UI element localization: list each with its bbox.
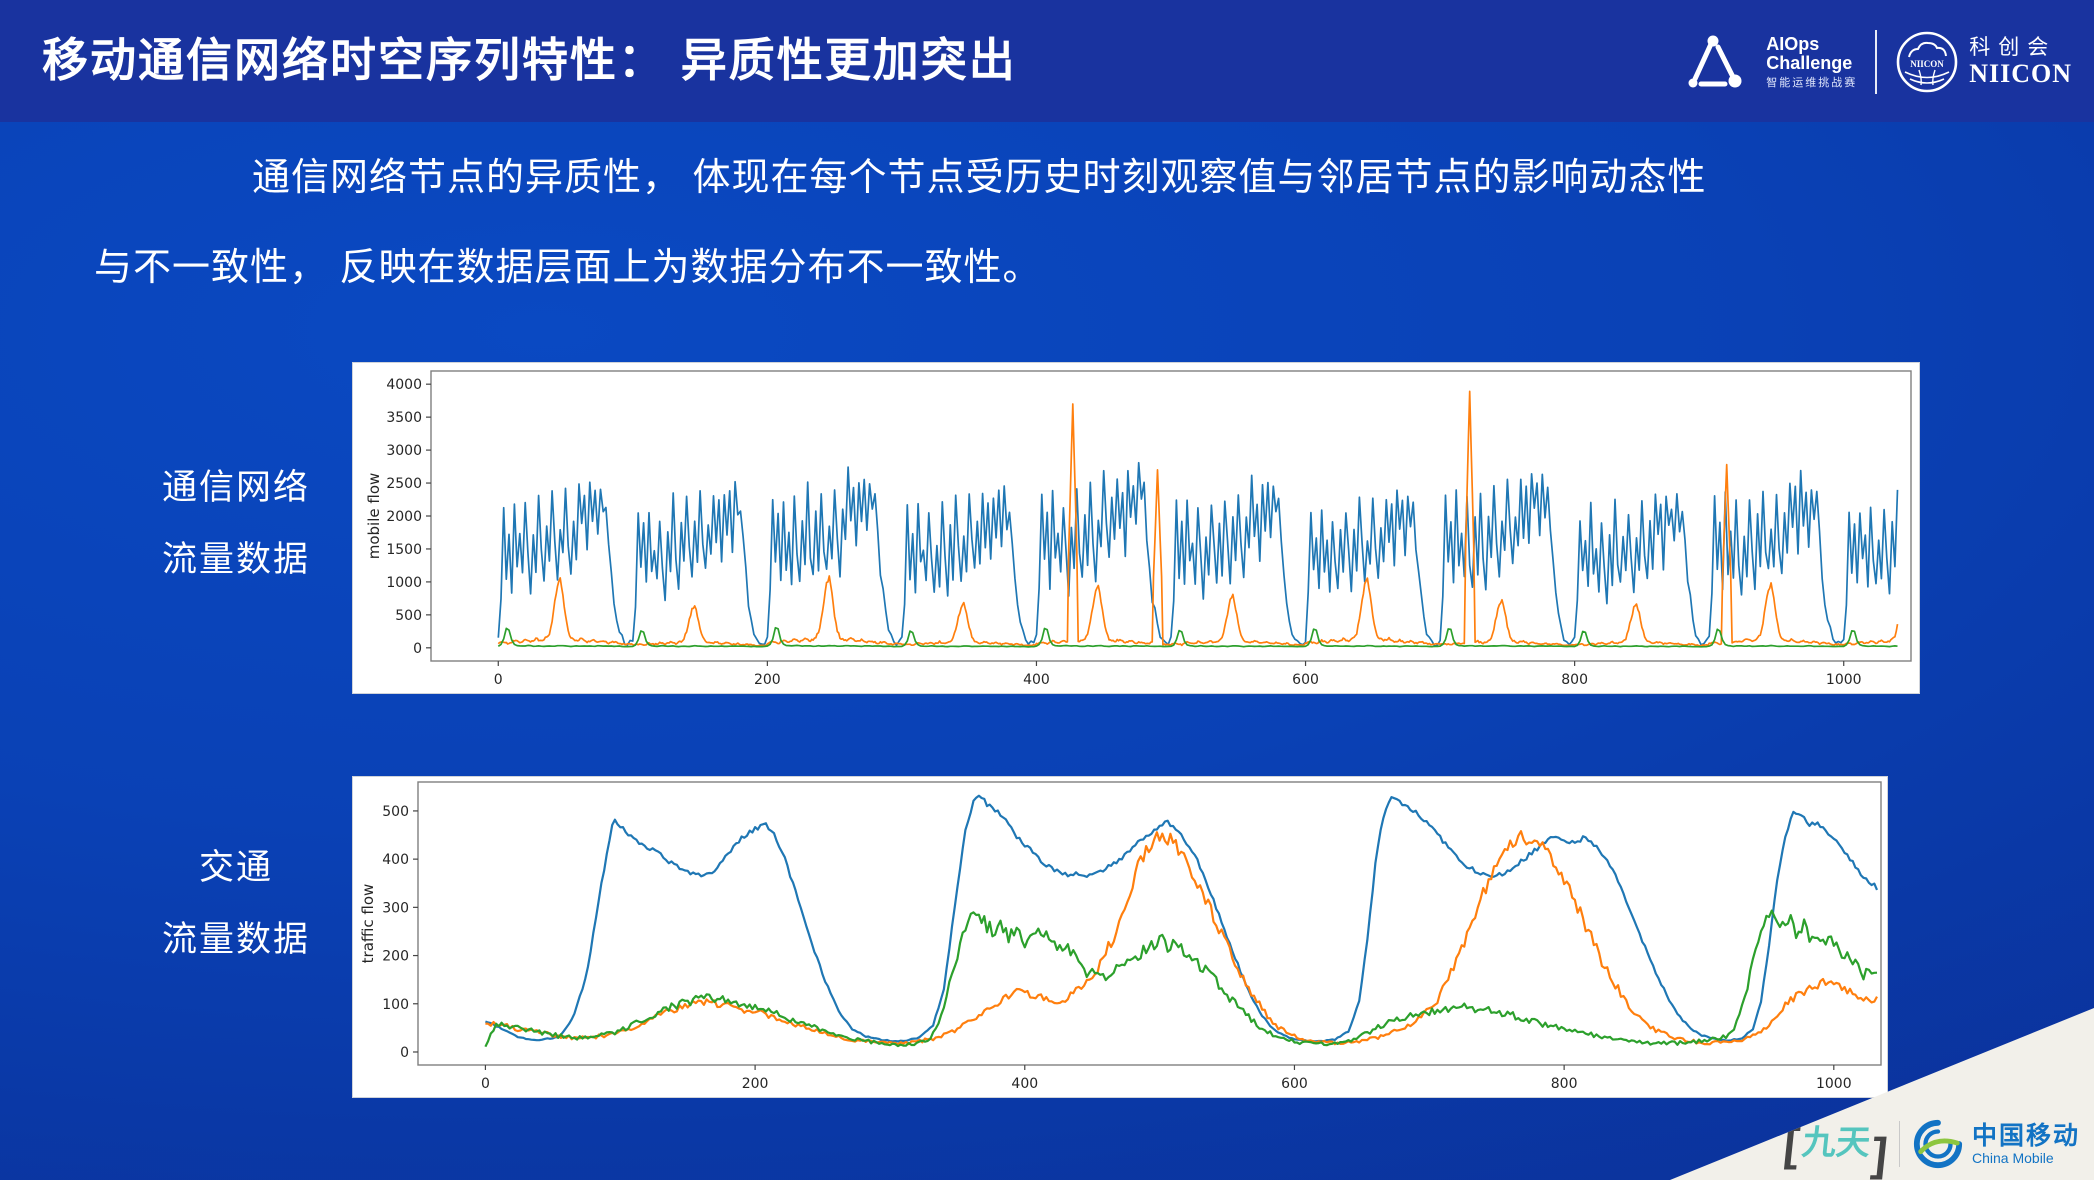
niicon-cn: 科创会: [1969, 34, 2057, 59]
svg-text:mobile flow: mobile flow: [365, 473, 383, 560]
aiops-subtitle: 智能运维挑战赛: [1766, 76, 1858, 89]
svg-text:600: 600: [1292, 672, 1319, 688]
traffic-flow-chart-panel: 0 200 400 600 800 1000 0 100 200 300 400 500 traffic…: [352, 776, 1888, 1098]
svg-text:0: 0: [494, 672, 503, 688]
china-mobile-en: China Mobile: [1971, 1149, 2054, 1166]
svg-text:400: 400: [1023, 672, 1050, 688]
label-mobile-network: 通信网络 流量数据: [102, 452, 370, 596]
mobile-flow-chart: 0 200 400 600 800 1000 0 500 1000 1500 2000 2500 300…: [365, 370, 1912, 688]
svg-text:2500: 2500: [386, 476, 422, 492]
svg-text:3500: 3500: [386, 410, 422, 426]
china-mobile-cn: 中国移动: [1971, 1121, 2080, 1150]
svg-text:0: 0: [413, 641, 422, 657]
svg-text:200: 200: [382, 949, 409, 965]
header-logos: AIOps Challenge 智能运维挑战赛 NIICON 科创会 NIICO…: [1682, 16, 2072, 108]
intro-line-2: 与不一致性， 反映在数据层面上为数据分布不一致性。: [94, 247, 1042, 289]
aiops-line2: Challenge: [1766, 53, 1853, 74]
svg-text:500: 500: [382, 804, 409, 820]
svg-text:1000: 1000: [386, 575, 422, 591]
china-mobile-logo-icon: [1913, 1119, 1963, 1169]
svg-text:4000: 4000: [386, 377, 422, 393]
mobile-flow-chart-panel: 0 200 400 600 800 1000 0 500 1000 1500 2000 2500 300…: [352, 362, 1920, 694]
niicon-logo: NIICON 科创会 NIICON: [1895, 30, 2072, 94]
svg-text:3000: 3000: [386, 443, 422, 459]
header-divider: [1875, 30, 1878, 94]
aiops-logo-icon: [1688, 35, 1742, 88]
footer-divider: [1898, 1121, 1900, 1167]
svg-text:600: 600: [1281, 1076, 1308, 1092]
label-traffic: 交通 流量数据: [102, 832, 370, 976]
header-bar: 移动通信网络时空序列特性： 异质性更加突出 AIOps Challenge 智能…: [0, 0, 2094, 122]
china-mobile-logo-text: 中国移动 China Mobile: [1971, 1121, 2080, 1166]
svg-text:NIICON: NIICON: [1910, 59, 1944, 69]
label-mobile-line2: 流量数据: [161, 540, 310, 579]
niicon-emblem-icon: NIICON: [1896, 31, 1958, 93]
svg-text:400: 400: [1011, 1076, 1038, 1092]
aiops-line1: AIOps: [1766, 33, 1820, 54]
svg-text:800: 800: [1561, 672, 1588, 688]
page-title: 移动通信网络时空序列特性： 异质性更加突出: [42, 34, 1017, 86]
svg-text:100: 100: [382, 997, 409, 1013]
svg-text:1000: 1000: [1826, 672, 1862, 688]
svg-text:200: 200: [742, 1076, 769, 1092]
svg-text:800: 800: [1551, 1076, 1578, 1092]
label-traffic-line1: 交通: [198, 848, 273, 887]
svg-text:200: 200: [754, 672, 781, 688]
svg-text:traffic flow: traffic flow: [359, 884, 377, 964]
svg-text:1000: 1000: [1816, 1076, 1852, 1092]
footer-logos: [ 九天 ] 中国移动 China Mobile: [1782, 1118, 2080, 1180]
niicon-en: NIICON: [1969, 59, 2072, 89]
intro-line-1: 通信网络节点的异质性， 体现在每个节点受历史时刻观察值与邻居节点的影响动态性: [252, 157, 1707, 199]
svg-text:0: 0: [400, 1045, 409, 1061]
china-mobile-logo: 中国移动 China Mobile: [1912, 1118, 2080, 1170]
svg-text:300: 300: [382, 900, 409, 916]
niicon-logo-text: 科创会 NIICON: [1969, 35, 2072, 89]
label-mobile-line1: 通信网络: [161, 468, 310, 507]
svg-text:400: 400: [382, 852, 409, 868]
svg-text:2000: 2000: [386, 509, 422, 525]
svg-text:0: 0: [481, 1076, 490, 1092]
traffic-flow-chart: 0 200 400 600 800 1000 0 100 200 300 400 500 traffic…: [359, 781, 1882, 1092]
label-traffic-line2: 流量数据: [161, 920, 310, 959]
aiops-logo-text: AIOps Challenge 智能运维挑战赛: [1766, 33, 1858, 90]
jiutian-logo-text: 九天: [1799, 1125, 1872, 1162]
svg-text:500: 500: [395, 608, 422, 624]
svg-text:1500: 1500: [386, 542, 422, 558]
jiutian-logo: [ 九天 ]: [1782, 1118, 1890, 1180]
